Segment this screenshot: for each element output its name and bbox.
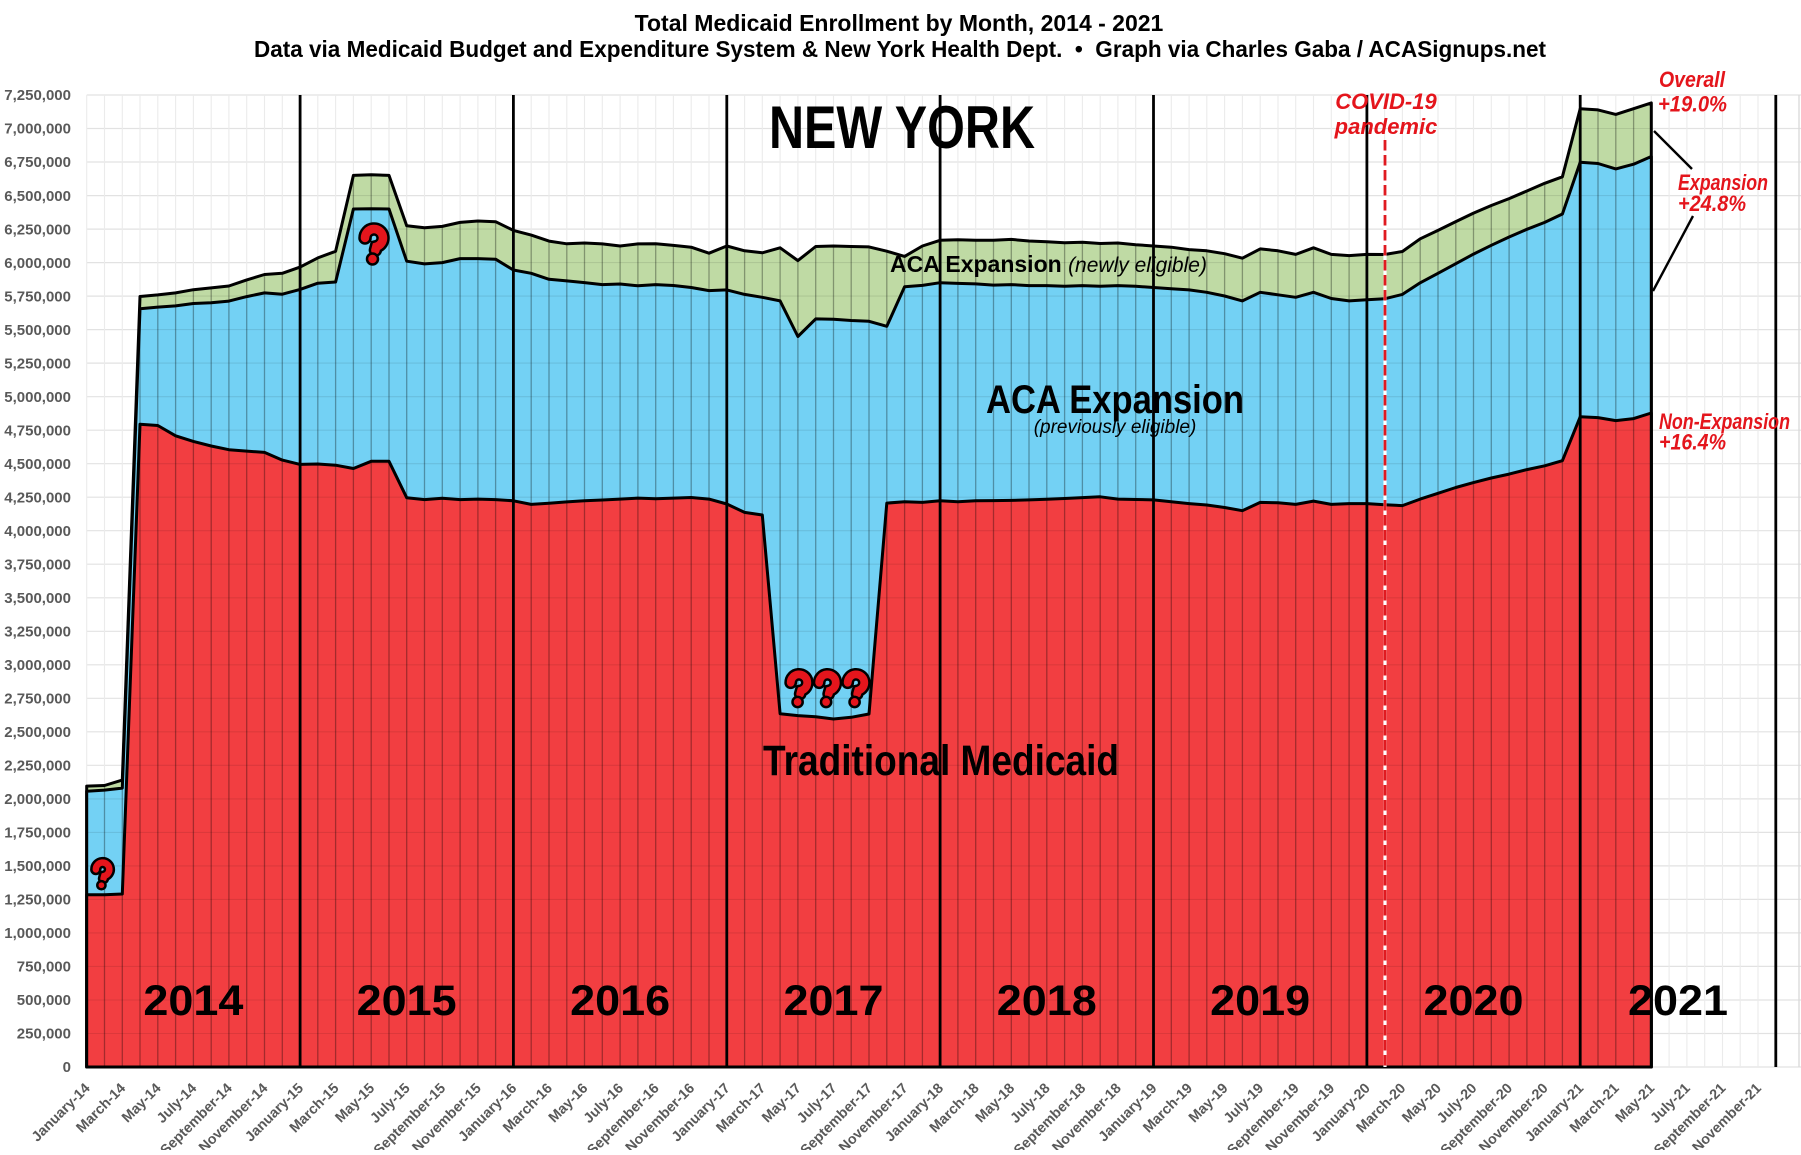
svg-text:(previously eligible): (previously eligible) bbox=[1034, 417, 1197, 438]
svg-text:Expansion: Expansion bbox=[1678, 170, 1768, 195]
svg-text:Total Medicaid Enrollment by M: Total Medicaid Enrollment by Month, 2014… bbox=[635, 10, 1164, 36]
svg-text:0: 0 bbox=[63, 1059, 71, 1076]
svg-text:2,000,000: 2,000,000 bbox=[4, 791, 71, 808]
svg-text:2017: 2017 bbox=[784, 977, 884, 1025]
svg-text:NEW YORK: NEW YORK bbox=[769, 94, 1035, 161]
svg-text:500,000: 500,000 bbox=[17, 992, 71, 1009]
svg-text:7,250,000: 7,250,000 bbox=[4, 87, 71, 104]
svg-text:1,500,000: 1,500,000 bbox=[4, 858, 71, 875]
svg-text:2020: 2020 bbox=[1424, 977, 1524, 1025]
svg-text:2018: 2018 bbox=[997, 977, 1097, 1025]
svg-text:+16.4%: +16.4% bbox=[1659, 430, 1726, 455]
svg-text:+24.8%: +24.8% bbox=[1678, 191, 1746, 216]
svg-text:COVID-19: COVID-19 bbox=[1335, 89, 1437, 114]
svg-text:750,000: 750,000 bbox=[17, 959, 71, 976]
svg-text:5,250,000: 5,250,000 bbox=[4, 355, 71, 372]
svg-text:250,000: 250,000 bbox=[17, 1026, 71, 1043]
svg-text:3,750,000: 3,750,000 bbox=[4, 556, 71, 573]
svg-text:4,250,000: 4,250,000 bbox=[4, 489, 71, 506]
svg-text:4,500,000: 4,500,000 bbox=[4, 456, 71, 473]
svg-text:ACA Expansion: ACA Expansion bbox=[986, 378, 1244, 422]
svg-text:5,500,000: 5,500,000 bbox=[4, 322, 71, 339]
svg-text:4,000,000: 4,000,000 bbox=[4, 523, 71, 540]
svg-text:2015: 2015 bbox=[357, 977, 457, 1025]
svg-text:Non-Expansion: Non-Expansion bbox=[1659, 409, 1790, 434]
svg-text:2,500,000: 2,500,000 bbox=[4, 724, 71, 741]
svg-text:pandemic: pandemic bbox=[1334, 114, 1438, 139]
svg-text:3,000,000: 3,000,000 bbox=[4, 657, 71, 674]
svg-text:2,750,000: 2,750,000 bbox=[4, 691, 71, 708]
svg-text:5,750,000: 5,750,000 bbox=[4, 288, 71, 305]
svg-text:1,000,000: 1,000,000 bbox=[4, 925, 71, 942]
svg-text:4,750,000: 4,750,000 bbox=[4, 422, 71, 439]
svg-text:6,000,000: 6,000,000 bbox=[4, 255, 71, 272]
svg-text:3,500,000: 3,500,000 bbox=[4, 590, 71, 607]
svg-text:3,250,000: 3,250,000 bbox=[4, 624, 71, 641]
svg-text:7,000,000: 7,000,000 bbox=[4, 121, 71, 138]
svg-text:2,250,000: 2,250,000 bbox=[4, 758, 71, 775]
svg-text:Data via Medicaid Budget and E: Data via Medicaid Budget and Expenditure… bbox=[254, 36, 1546, 62]
svg-text:+19.0%: +19.0% bbox=[1658, 92, 1727, 117]
svg-text:Traditional Medicaid: Traditional Medicaid bbox=[763, 737, 1119, 785]
svg-text:ACA Expansion (newly eligible): ACA Expansion (newly eligible) bbox=[890, 251, 1207, 277]
svg-text:2021: 2021 bbox=[1628, 977, 1728, 1025]
svg-text:1,750,000: 1,750,000 bbox=[4, 825, 71, 842]
svg-text:2014: 2014 bbox=[143, 977, 243, 1025]
svg-text:6,750,000: 6,750,000 bbox=[4, 154, 71, 171]
svg-text:6,500,000: 6,500,000 bbox=[4, 188, 71, 205]
svg-text:1,250,000: 1,250,000 bbox=[4, 892, 71, 909]
svg-text:5,000,000: 5,000,000 bbox=[4, 389, 71, 406]
svg-text:2016: 2016 bbox=[570, 977, 670, 1025]
svg-text:2019: 2019 bbox=[1210, 977, 1310, 1025]
svg-text:Overall: Overall bbox=[1659, 67, 1726, 92]
svg-text:6,250,000: 6,250,000 bbox=[4, 221, 71, 238]
